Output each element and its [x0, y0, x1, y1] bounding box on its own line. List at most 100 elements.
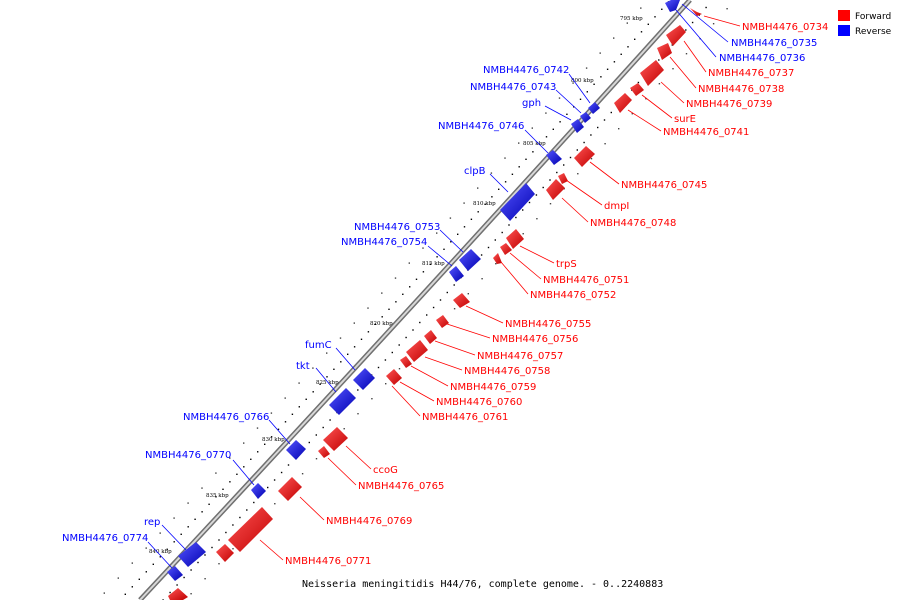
gene-label: NMBH4476_0734 — [742, 22, 828, 33]
tick-label: 805 kbp — [523, 141, 546, 147]
gene-reverse[interactable] — [251, 483, 266, 499]
gene-forward[interactable] — [546, 179, 565, 200]
backbone — [138, 0, 692, 600]
gene-forward[interactable] — [558, 173, 568, 184]
scale-dot — [504, 157, 506, 159]
scale-dot — [672, 68, 674, 70]
gene-reverse[interactable] — [459, 249, 481, 271]
gene-forward[interactable] — [228, 507, 273, 552]
gene-forward[interactable] — [690, 8, 702, 16]
scale-dot — [284, 421, 287, 423]
scale-dot — [490, 172, 493, 174]
gene-forward[interactable] — [657, 43, 672, 60]
scale-dot — [124, 593, 126, 595]
scale-dot — [626, 22, 628, 24]
scale-dot — [654, 16, 656, 18]
scale-dot — [535, 194, 538, 196]
scale-dot — [218, 539, 220, 541]
gene-forward[interactable] — [424, 330, 437, 344]
scale-dot — [511, 173, 514, 175]
gene-label: NMBH4476_0770 — [145, 450, 231, 461]
scale-dot — [559, 121, 561, 123]
gene-reverse[interactable] — [449, 266, 464, 282]
gene-forward[interactable] — [400, 356, 412, 368]
scale-dot — [215, 496, 217, 498]
scale-dot — [298, 382, 300, 384]
gene-reverse[interactable] — [546, 150, 562, 165]
gene-forward[interactable] — [630, 83, 644, 96]
gene-forward[interactable] — [168, 588, 188, 600]
scale-dot — [572, 82, 574, 84]
gene-forward[interactable] — [453, 293, 470, 308]
scale-dot — [176, 584, 178, 586]
gene-forward[interactable] — [406, 340, 428, 362]
scale-dot — [211, 546, 213, 549]
gene-forward[interactable] — [493, 253, 502, 264]
scale-dot — [600, 76, 602, 78]
gene-forward[interactable] — [436, 315, 449, 328]
scale-dot — [340, 361, 342, 363]
scale-dot — [159, 556, 161, 558]
gene-reverse[interactable] — [571, 119, 584, 133]
gene-reverse[interactable] — [588, 102, 600, 114]
gene-reverse[interactable] — [580, 112, 591, 123]
gene-forward[interactable] — [666, 25, 686, 46]
gene-reverse[interactable] — [286, 440, 306, 460]
scale-dot — [495, 263, 497, 265]
tick-labels: 795 kbp 800 kbp 805 kbp 810 kbp 815 kbp … — [149, 16, 643, 555]
gene-forward[interactable] — [640, 60, 664, 86]
gene-reverse[interactable] — [178, 542, 206, 567]
scale-dot — [145, 547, 147, 549]
scale-dot — [631, 113, 633, 115]
gene-forward[interactable] — [278, 477, 302, 501]
gene-reverse[interactable] — [329, 388, 356, 415]
gene-reverse[interactable] — [665, 0, 680, 12]
gene-label: NMBH4476_0771 — [285, 556, 371, 567]
scale-dot — [274, 503, 276, 505]
scale-dot — [449, 217, 452, 219]
scale-dot — [225, 531, 227, 534]
scale-dot — [381, 292, 383, 294]
scale-dot — [569, 156, 572, 159]
scale-dot — [208, 503, 210, 505]
scale-dot — [671, 44, 673, 46]
scale-dot — [463, 202, 465, 204]
scale-dot — [385, 383, 387, 385]
gene-label: rep — [144, 517, 160, 528]
scale-dot — [450, 241, 452, 243]
scale-dot — [549, 179, 551, 181]
scale-dot — [131, 586, 133, 588]
scale-dot — [333, 368, 335, 370]
gene-reverse[interactable] — [500, 183, 535, 221]
gene-label: clpB — [464, 166, 486, 177]
scale-dot — [194, 518, 196, 520]
gene-label: NMBH4476_0748 — [590, 218, 676, 229]
scale-dot — [409, 286, 411, 288]
gene-forward[interactable] — [574, 146, 595, 167]
scale-dot — [627, 46, 629, 48]
tick-label: 810 kbp — [473, 201, 496, 207]
gene-forward[interactable] — [216, 544, 234, 562]
scale-dot — [246, 509, 248, 511]
gene-forward[interactable] — [614, 93, 632, 113]
gene-forward[interactable] — [506, 229, 524, 249]
scale-dot — [536, 218, 538, 220]
gene-label: NMBH4476_0735 — [731, 38, 817, 49]
gene-forward[interactable] — [323, 427, 348, 451]
scale-dot — [604, 143, 606, 145]
scale-dot — [634, 38, 636, 40]
scale-dot — [117, 577, 119, 579]
gene-label: NMBH4476_0759 — [450, 382, 536, 393]
gene-forward[interactable] — [386, 369, 402, 385]
gene-reverse[interactable] — [353, 368, 375, 390]
gene-label: NMBH4476_0738 — [698, 84, 784, 95]
gene-forward[interactable] — [500, 243, 512, 255]
gene-forward[interactable] — [318, 446, 330, 458]
gene-label: NMBH4476_0746 — [438, 121, 524, 132]
scale-dot — [222, 488, 224, 490]
scale-dot — [532, 151, 534, 153]
scale-dot — [243, 466, 245, 468]
scale-dot — [190, 569, 192, 571]
gene-reverse[interactable] — [167, 566, 183, 581]
scale-dot — [549, 203, 552, 205]
